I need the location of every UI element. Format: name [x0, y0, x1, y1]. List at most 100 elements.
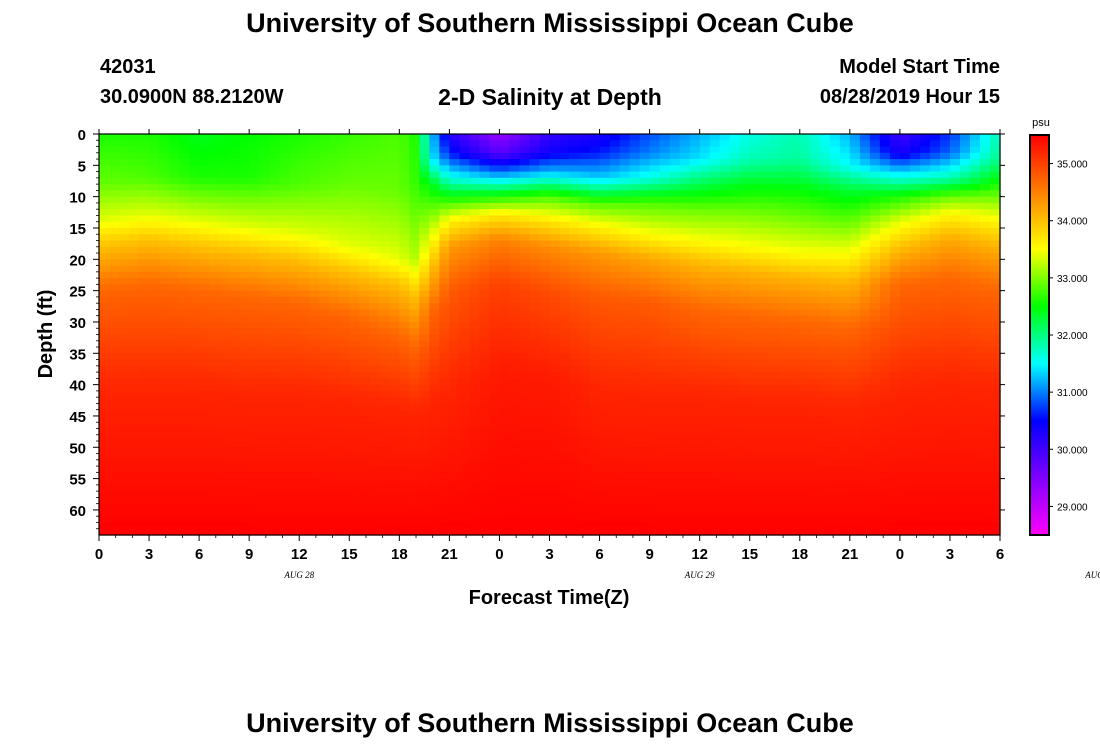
heatmap-cell	[609, 415, 621, 423]
heatmap-cell	[349, 152, 360, 160]
heatmap-cell	[549, 516, 561, 524]
heatmap-cell	[849, 422, 861, 430]
heatmap-cell	[799, 415, 811, 423]
heatmap-cell	[289, 134, 300, 141]
heatmap-cell	[749, 134, 761, 141]
heatmap-cell	[439, 441, 450, 448]
heatmap-cell	[149, 378, 160, 386]
heatmap-cell	[809, 315, 821, 323]
heatmap-cell	[239, 315, 250, 323]
heatmap-cell	[419, 234, 430, 242]
heatmap-cell	[209, 484, 220, 492]
heatmap-cell	[499, 422, 511, 430]
heatmap-cell	[479, 177, 491, 185]
heatmap-cell	[329, 309, 340, 317]
heatmap-cell	[819, 347, 831, 354]
heatmap-cell	[409, 315, 420, 323]
heatmap-cell	[849, 497, 861, 505]
heatmap-cell	[249, 353, 260, 361]
heatmap-cell	[709, 190, 721, 198]
heatmap-cell	[339, 284, 350, 292]
heatmap-cell	[729, 390, 741, 398]
heatmap-cell	[109, 271, 120, 279]
heatmap-cell	[249, 159, 260, 166]
heatmap-cell	[219, 472, 230, 480]
heatmap-cell	[309, 334, 320, 342]
heatmap-cell	[579, 259, 591, 267]
heatmap-cell	[379, 296, 390, 304]
heatmap-cell	[199, 284, 210, 292]
heatmap-cell	[409, 334, 420, 342]
heatmap-cell	[479, 221, 491, 229]
heatmap-cell	[769, 447, 781, 455]
heatmap-cell	[309, 390, 320, 398]
heatmap-cell	[169, 202, 180, 210]
heatmap-cell	[299, 309, 310, 317]
heatmap-cell	[419, 528, 430, 536]
heatmap-cell	[689, 503, 701, 511]
heatmap-cell	[679, 484, 691, 492]
heatmap-cell	[549, 177, 561, 185]
heatmap-cell	[649, 347, 661, 354]
heatmap-cell	[329, 528, 340, 536]
heatmap-cell	[249, 234, 260, 242]
heatmap-cell	[769, 491, 781, 499]
heatmap-cell	[549, 321, 561, 329]
heatmap-cell	[379, 415, 390, 423]
heatmap-cell	[359, 221, 370, 229]
heatmap-cell	[839, 491, 851, 499]
heatmap-cell	[229, 134, 240, 141]
heatmap-cell	[549, 227, 561, 235]
heatmap-cell	[799, 184, 811, 191]
heatmap-cell	[369, 516, 380, 524]
heatmap-cell	[869, 516, 881, 524]
heatmap-cell	[359, 528, 370, 536]
heatmap-cell	[709, 259, 721, 267]
heatmap-cell	[519, 415, 531, 423]
heatmap-cell	[869, 528, 881, 536]
heatmap-cell	[839, 196, 851, 204]
heatmap-cell	[389, 509, 400, 517]
heatmap-cell	[319, 227, 330, 235]
heatmap-cell	[579, 253, 591, 260]
heatmap-cell	[259, 321, 270, 329]
heatmap-cell	[149, 159, 160, 166]
heatmap-cell	[449, 271, 460, 279]
heatmap-cell	[559, 484, 571, 492]
heatmap-cell	[609, 466, 621, 473]
heatmap-cell	[419, 271, 430, 279]
heatmap-cell	[649, 177, 661, 185]
heatmap-cell	[119, 328, 130, 336]
heatmap-cell	[349, 315, 360, 323]
heatmap-cell	[559, 328, 571, 336]
heatmap-cell	[339, 221, 350, 229]
heatmap-cell	[99, 159, 110, 166]
heatmap-cell	[569, 466, 581, 473]
heatmap-cell	[539, 353, 551, 361]
heatmap-cell	[389, 152, 400, 160]
heatmap-cell	[669, 340, 681, 348]
heatmap-cell	[339, 177, 350, 185]
heatmap-cell	[319, 434, 330, 442]
heatmap-cell	[829, 303, 841, 311]
heatmap-cell	[689, 415, 701, 423]
heatmap-cell	[349, 196, 360, 204]
heatmap-cell	[379, 140, 390, 148]
heatmap-cell	[789, 321, 801, 329]
heatmap-cell	[499, 459, 511, 467]
heatmap-cell	[629, 497, 641, 505]
heatmap-cell	[239, 253, 250, 260]
heatmap-cell	[299, 146, 310, 154]
heatmap-cell	[139, 415, 150, 423]
heatmap-cell	[219, 196, 230, 204]
heatmap-cell	[859, 303, 871, 311]
heatmap-cell	[209, 409, 220, 417]
heatmap-cell	[559, 353, 571, 361]
heatmap-cell	[639, 503, 651, 511]
heatmap-cell	[629, 422, 641, 430]
heatmap-cell	[419, 466, 430, 473]
heatmap-cell	[819, 190, 831, 198]
heatmap-cell	[419, 146, 430, 154]
heatmap-cell	[559, 234, 571, 242]
heatmap-cell	[759, 296, 771, 304]
